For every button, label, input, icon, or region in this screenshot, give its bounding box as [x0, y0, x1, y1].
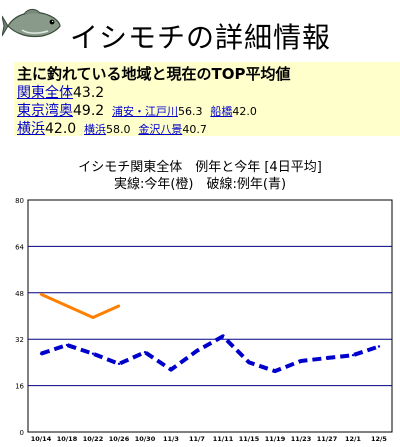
region-link-yokohama[interactable]: 横浜: [17, 121, 45, 137]
region-row: 関東全体43.2: [17, 82, 104, 102]
data-point-normal_year: [143, 351, 147, 354]
data-point-this_year: [65, 304, 69, 308]
page-header: イシモチの詳細情報: [0, 0, 400, 62]
y-tick-label: 80: [15, 197, 24, 205]
y-tick-label: 0: [20, 429, 24, 437]
region-value: 58.0: [106, 123, 131, 136]
y-tick-label: 32: [15, 336, 24, 344]
data-point-normal_year: [247, 361, 251, 364]
x-tick-label: 10/30: [135, 435, 156, 443]
region-link-funabashi[interactable]: 船橋: [210, 105, 233, 118]
x-tick-label: 11/11: [213, 435, 234, 443]
x-tick-label: 11/7: [189, 435, 205, 443]
region-row: 横浜42.0 横浜58.0 金沢八景40.7: [17, 118, 207, 138]
page-title: イシモチの詳細情報: [70, 21, 332, 54]
region-value: 42.0: [232, 105, 257, 118]
data-point-normal_year: [195, 349, 199, 352]
data-point-normal_year: [117, 362, 121, 366]
x-tick-label: 11/15: [239, 435, 260, 443]
x-tick-label: 10/18: [57, 435, 78, 443]
x-tick-label: 11/23: [291, 435, 311, 443]
data-point-normal_year: [377, 345, 381, 348]
data-point-this_year: [91, 316, 95, 319]
region-value: 56.3: [178, 105, 203, 118]
y-tick-label: 16: [15, 383, 24, 391]
series-line-normal_year: [40, 334, 380, 374]
region-value: 43.2: [73, 85, 105, 101]
plot-area: [27, 199, 393, 433]
region-link-kanazawa-hakkei[interactable]: 金沢八景: [138, 123, 183, 136]
chart-subtitle: 実線:今年(橙) 破線:例年(青): [113, 177, 287, 192]
series-line-this_year: [40, 292, 120, 319]
data-point-this_year: [117, 304, 121, 308]
x-tick-label: 10/14: [31, 435, 52, 443]
data-point-normal_year: [65, 343, 69, 347]
data-point-this_year: [39, 293, 43, 296]
data-point-normal_year: [299, 359, 303, 363]
region-link-yokohama-sub[interactable]: 横浜: [84, 123, 106, 136]
region-heading: 主に釣れている地域と現在のTOP平均値: [17, 65, 291, 83]
y-tick-label: 48: [15, 290, 24, 298]
region-link-urayasu[interactable]: 浦安・江戸川: [112, 105, 178, 118]
x-tick-label: 10/26: [109, 435, 130, 443]
region-link-kanto-all[interactable]: 関東全体: [17, 85, 73, 101]
data-point-normal_year: [221, 335, 225, 338]
region-row: 東京湾奥49.2 浦安・江戸川56.3 船橋42.0: [17, 100, 257, 120]
data-point-normal_year: [169, 368, 173, 371]
chart-title: イシモチ関東全体 例年と今年 [4日平均]: [78, 160, 322, 175]
x-tick-label: 11/19: [265, 435, 286, 443]
data-point-normal_year: [351, 353, 355, 357]
fish-icon: [2, 8, 61, 38]
data-point-normal_year: [273, 369, 277, 373]
data-point-normal_year: [91, 352, 95, 355]
data-point-normal_year: [39, 352, 43, 355]
region-panel: 主に釣れている地域と現在のTOP平均値 関東全体43.2 東京湾奥49.2 浦安…: [14, 62, 400, 138]
region-value: 49.2: [73, 103, 105, 119]
x-tick-label: 10/22: [83, 435, 103, 443]
x-tick-label: 12/1: [345, 435, 361, 443]
region-value: 42.0: [45, 121, 77, 137]
y-tick-label: 64: [15, 243, 24, 251]
x-tick-label: 11/3: [163, 435, 179, 443]
data-point-normal_year: [325, 356, 329, 360]
x-tick-label: 12/5: [371, 435, 387, 443]
x-tick-label: 11/27: [317, 435, 337, 443]
region-link-tokyo-bay[interactable]: 東京湾奥: [17, 103, 73, 119]
region-value: 40.7: [182, 123, 207, 136]
